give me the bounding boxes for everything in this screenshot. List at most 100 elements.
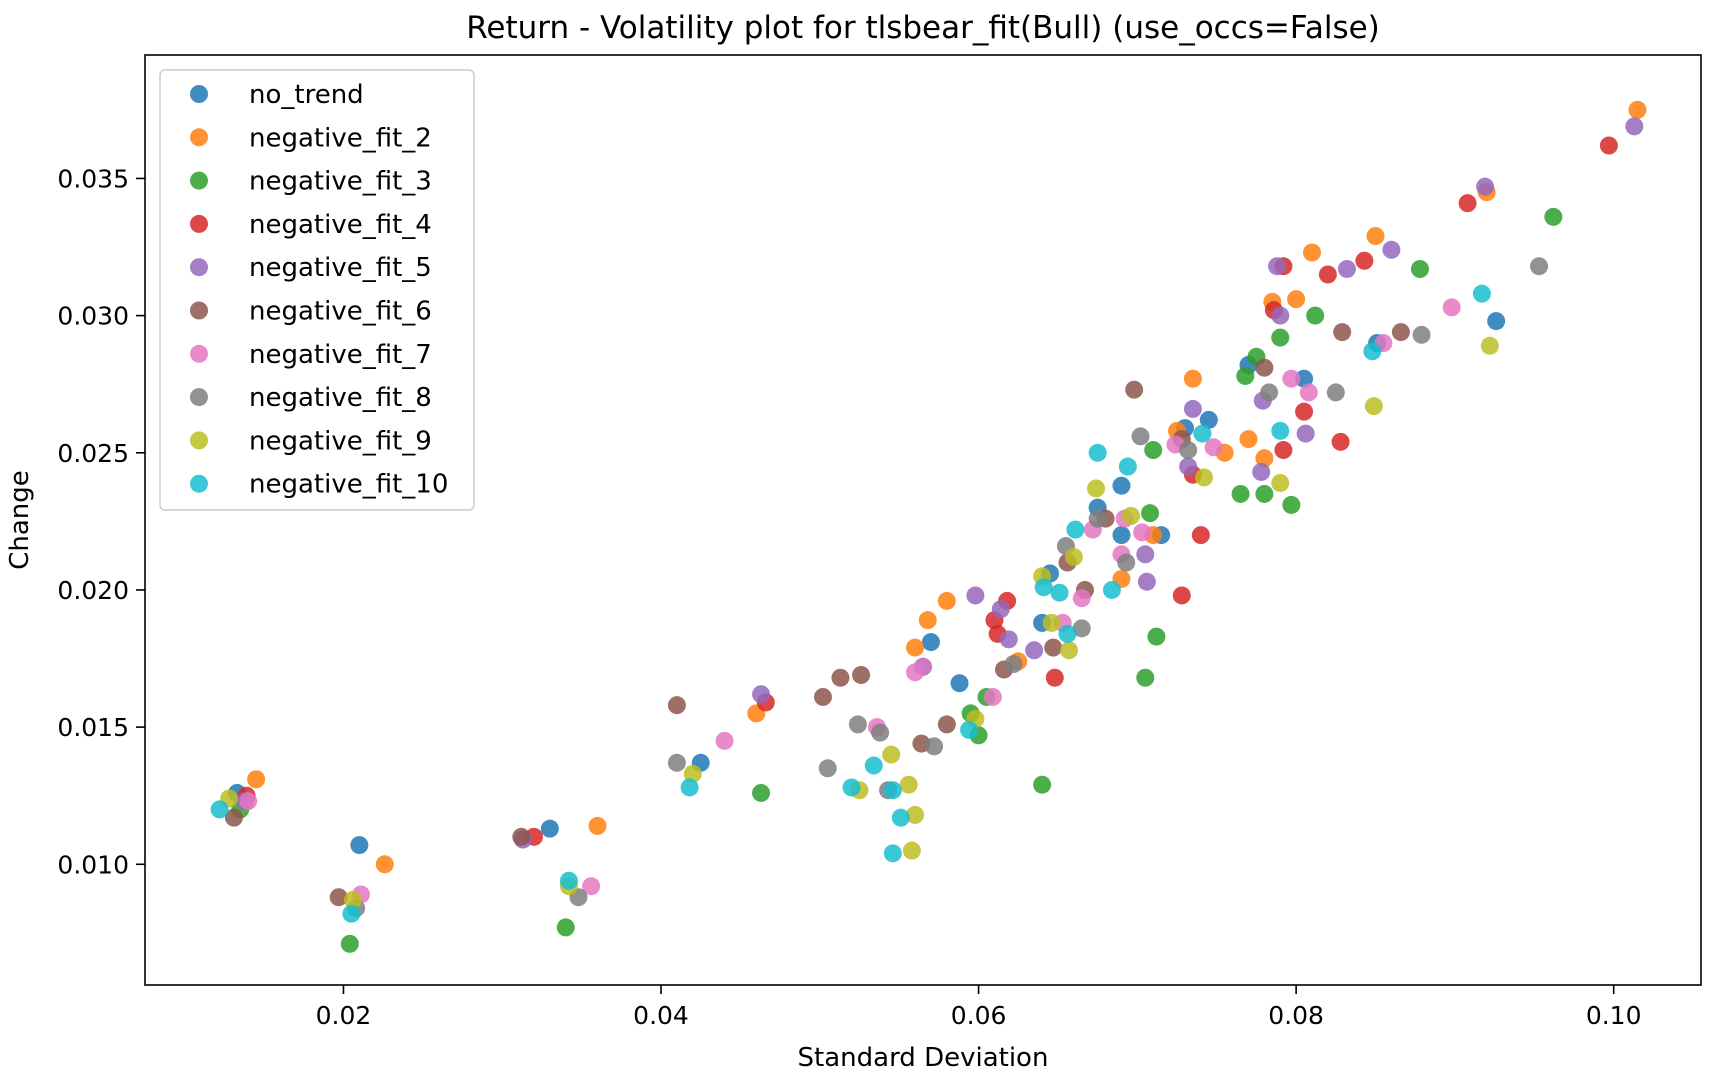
data-point xyxy=(1141,504,1160,523)
data-point xyxy=(1191,526,1210,545)
data-point xyxy=(1004,655,1023,674)
y-tick-label: 0.015 xyxy=(57,713,129,742)
legend-label: negative_fit_8 xyxy=(249,383,432,413)
data-point xyxy=(1050,583,1069,602)
data-point xyxy=(1183,369,1202,388)
data-point xyxy=(1117,553,1136,572)
x-tick-label: 0.08 xyxy=(1268,1001,1324,1030)
data-point xyxy=(914,657,932,676)
data-point xyxy=(1179,441,1198,460)
data-point xyxy=(1072,589,1091,608)
data-point xyxy=(1136,545,1155,564)
data-point xyxy=(715,731,734,750)
data-point xyxy=(1260,383,1279,402)
data-point xyxy=(1060,641,1079,660)
y-tick-label: 0.030 xyxy=(57,302,129,331)
legend-label: negative_fit_9 xyxy=(249,426,432,456)
data-point xyxy=(1287,290,1306,309)
data-point xyxy=(375,855,394,874)
data-point xyxy=(1255,484,1274,503)
data-point xyxy=(1472,284,1491,303)
data-point xyxy=(1442,298,1461,317)
data-point xyxy=(902,841,921,860)
data-point xyxy=(1236,366,1255,385)
data-point xyxy=(1252,462,1271,481)
data-point xyxy=(1337,259,1356,278)
data-point xyxy=(1058,624,1077,643)
series-negative-fit-6 xyxy=(224,323,1410,907)
data-point xyxy=(852,666,871,684)
data-point xyxy=(247,770,266,789)
data-point xyxy=(1179,457,1198,476)
data-point xyxy=(921,633,940,652)
data-point xyxy=(1199,410,1218,429)
data-point xyxy=(1333,323,1352,342)
data-point xyxy=(831,668,850,687)
data-point xyxy=(991,600,1010,619)
data-point xyxy=(512,827,531,846)
data-point xyxy=(1363,342,1382,361)
data-point xyxy=(239,792,258,811)
data-point xyxy=(559,871,578,890)
data-point xyxy=(1088,443,1107,462)
data-point xyxy=(1412,325,1431,344)
x-tick-label: 0.02 xyxy=(316,1001,372,1030)
data-point xyxy=(1042,613,1061,632)
data-point xyxy=(1025,641,1044,660)
data-point xyxy=(1255,358,1274,377)
data-point xyxy=(1204,438,1223,457)
legend-marker xyxy=(190,431,208,450)
data-point xyxy=(342,904,361,923)
data-point xyxy=(1366,227,1385,246)
data-point xyxy=(1033,775,1052,794)
data-point xyxy=(1112,526,1131,545)
data-point xyxy=(1480,336,1499,355)
data-points xyxy=(210,100,1647,953)
legend: no_trend negative_fit_2 negative_fit_3nega… xyxy=(159,69,475,511)
legend-marker xyxy=(190,258,208,277)
y-tick-label: 0.020 xyxy=(57,576,129,605)
legend-label: negative_fit_2 xyxy=(249,123,432,153)
data-point xyxy=(1282,369,1301,388)
data-point xyxy=(343,890,362,909)
legend-label: negative_fit_3 xyxy=(249,167,432,197)
y-tick-label: 0.025 xyxy=(57,439,129,468)
data-point xyxy=(667,696,686,715)
data-point xyxy=(899,775,918,794)
data-point xyxy=(1112,476,1131,495)
data-point xyxy=(1137,572,1156,591)
series-negative-fit-10 xyxy=(210,284,1491,923)
legend-item: negative_fit_10 xyxy=(190,470,448,500)
data-point xyxy=(848,715,867,734)
data-point xyxy=(1193,424,1212,443)
data-point xyxy=(1231,484,1250,503)
data-point xyxy=(1382,240,1401,259)
data-point xyxy=(960,720,979,739)
data-point xyxy=(582,877,601,896)
data-point xyxy=(937,591,956,610)
data-point xyxy=(1599,136,1618,155)
data-point xyxy=(1331,432,1350,451)
data-point xyxy=(1136,668,1155,687)
data-point xyxy=(864,756,883,775)
data-point xyxy=(1072,619,1091,638)
data-point xyxy=(1133,523,1152,542)
data-point xyxy=(1066,520,1085,539)
data-point xyxy=(683,764,702,783)
data-point xyxy=(667,753,686,772)
legend-item: negative_fit_5 xyxy=(190,253,432,283)
data-point xyxy=(1295,402,1314,421)
data-point xyxy=(966,586,985,605)
data-point xyxy=(1274,441,1293,460)
data-point xyxy=(1034,578,1053,597)
data-point xyxy=(540,819,559,838)
data-point xyxy=(1295,369,1314,388)
data-point xyxy=(1064,548,1083,567)
data-point xyxy=(1183,399,1202,418)
chart-title: Return - Volatility plot for tlsbear_fit… xyxy=(466,10,1380,46)
data-point xyxy=(588,816,607,835)
data-point xyxy=(983,687,1002,706)
data-point xyxy=(813,687,832,706)
axis-ticks: 0.02 0.04 0.06 0.08 0.10 0.010 0.015 0.020 0.025… xyxy=(57,164,1641,1030)
data-point xyxy=(1088,509,1107,528)
